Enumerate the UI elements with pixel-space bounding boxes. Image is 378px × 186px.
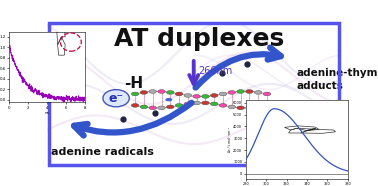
Circle shape [166,105,174,109]
X-axis label: ns: ns [45,111,50,115]
Circle shape [211,94,218,97]
Circle shape [140,91,148,94]
Circle shape [219,104,227,107]
Circle shape [254,105,262,109]
Y-axis label: Δε / L mol⁻¹cm⁻¹: Δε / L mol⁻¹cm⁻¹ [228,127,232,152]
Circle shape [246,106,253,110]
Circle shape [149,90,156,93]
Circle shape [237,106,245,110]
Circle shape [175,92,183,96]
Ellipse shape [103,90,129,107]
Circle shape [140,105,148,109]
Circle shape [149,106,156,110]
Text: adenine radicals: adenine radicals [51,147,154,157]
Text: -H: -H [124,76,143,91]
Circle shape [263,92,271,96]
Text: AT duplexes: AT duplexes [115,27,285,51]
Circle shape [158,106,165,110]
Circle shape [237,90,245,93]
Circle shape [184,94,192,97]
Circle shape [193,101,200,105]
Circle shape [175,104,183,107]
Text: adenine-thymine
adducts: adenine-thymine adducts [296,68,378,91]
Circle shape [158,90,165,93]
Text: e⁻: e⁻ [108,92,124,105]
Circle shape [263,104,271,107]
Circle shape [193,94,200,98]
Circle shape [131,92,139,96]
Circle shape [211,102,218,106]
Circle shape [184,102,192,106]
Circle shape [165,98,172,101]
Circle shape [219,92,227,96]
Circle shape [246,90,253,93]
Text: 266nm: 266nm [198,66,232,76]
Circle shape [201,94,209,98]
Circle shape [228,105,235,109]
Circle shape [228,91,235,94]
Circle shape [131,104,139,107]
Circle shape [254,91,262,94]
Circle shape [201,101,209,105]
Circle shape [166,91,174,94]
